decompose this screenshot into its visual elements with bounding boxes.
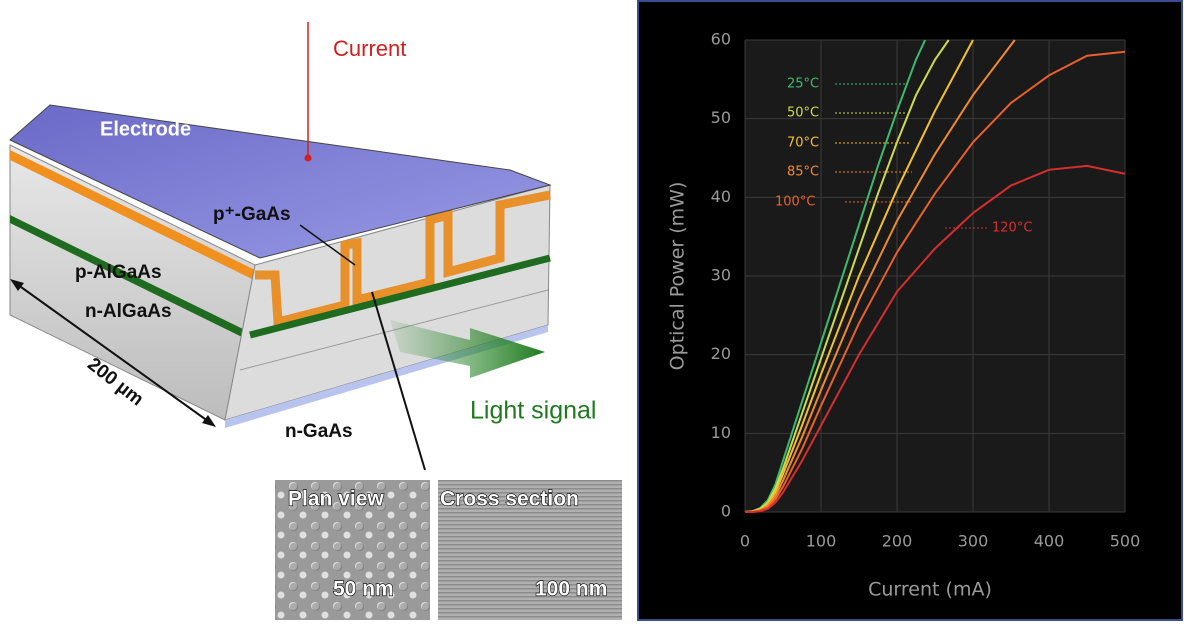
side-layer [10,150,255,280]
series-label: 85°C [787,165,819,180]
current-label: Current [333,36,406,61]
series-label: 100°C [775,195,815,210]
x-tick-label: 400 [1034,532,1065,551]
series-label: 120°C [992,221,1032,236]
scale-label: 50 nm [333,578,394,601]
active-layer [249,254,551,339]
leader [299,224,356,266]
electrode-label: Electrode [100,118,191,140]
ridge-layer [255,190,551,328]
y-tick-label: 10 [711,423,731,442]
arrowhead [202,415,216,427]
sem-image [438,480,622,620]
line [745,50,1126,513]
light-label: Light signal [470,397,596,425]
layer-label: p⁺-GaAs [213,204,291,225]
arrowhead [10,279,24,291]
x-axis-title: Current (mA) [868,579,992,601]
x-tick-label: 300 [958,532,989,551]
sem-image [275,480,430,620]
light-arrow [390,320,545,378]
chart-panel: Current (mA) Optical Power (mW) 0 10 20 30 4… [637,0,1183,621]
x-tick-label: 100 [806,532,837,551]
layer-label: n-GaAs [285,421,353,442]
scale-label: 100 nm [535,578,607,601]
series-label: 70°C [787,136,819,151]
y-axis-title: Optical Power (mW) [667,182,689,371]
y-tick-label: 30 [711,266,731,285]
y-tick-label: 40 [711,187,731,206]
y-tick-label: 50 [711,108,731,127]
layer-label: p-AlGaAs [75,262,162,283]
sem-title: Cross section [440,488,579,511]
x-tick-label: 500 [1110,532,1141,551]
dimension-line [13,281,213,425]
x-tick-label: 200 [882,532,913,551]
electrode [9,104,552,259]
layer-label: n-AlGaAs [85,301,172,322]
current-dot [304,154,312,162]
x-tick-label: 0 [740,532,750,551]
laser-diagram: Current Electrode p⁺-GaAs p-AlGaAs n-AlG… [9,22,622,620]
leader [371,291,426,471]
side-layer [10,215,245,338]
y-tick-label: 20 [711,344,731,363]
sem-title: Plan view [288,488,384,511]
line [745,164,1126,513]
y-tick-label: 60 [711,30,731,49]
series-label: 50°C [787,106,819,121]
series-label: 25°C [787,77,819,92]
y-tick-label: 0 [721,502,731,521]
